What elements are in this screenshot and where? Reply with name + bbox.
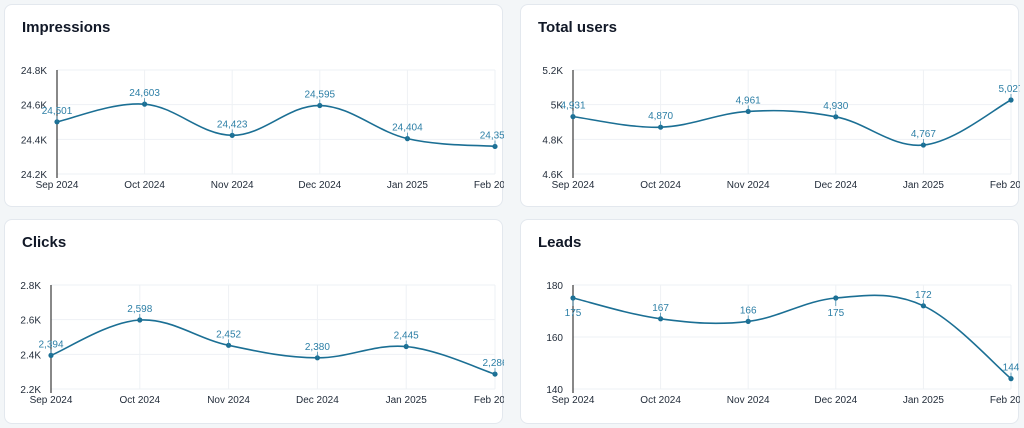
users-data-label: 4,767 (911, 129, 936, 140)
clicks-series-line (50, 319, 496, 375)
impressions-data-label: 24,423 (217, 119, 248, 130)
impressions-xtick-label: Feb 2025 (474, 180, 504, 191)
users-ytick-label: 5.2K (542, 66, 563, 77)
leads-ytick-label: 140 (546, 385, 563, 396)
leads-data-label: 175 (565, 308, 582, 319)
impressions-title: Impressions (22, 19, 111, 36)
impressions-ytick-label: 24.2K (21, 170, 47, 181)
impressions-ytick-label: 24.8K (21, 66, 47, 77)
impressions-xtick-label: Sep 2024 (36, 180, 79, 191)
impressions-data-label: 24,404 (392, 123, 423, 134)
users-data-label: 4,930 (823, 101, 848, 112)
leads-xtick-label: Oct 2024 (640, 395, 681, 406)
leads-xtick-label: Nov 2024 (727, 395, 770, 406)
total-users-title: Total users (538, 19, 617, 36)
impressions-ytick-label: 24.4K (21, 135, 47, 146)
clicks-xtick-label: Sep 2024 (30, 395, 73, 406)
impressions-series-line (56, 103, 496, 148)
users-xtick-label: Feb 2025 (990, 180, 1020, 191)
clicks-xtick-label: Dec 2024 (296, 395, 339, 406)
clicks-card: Clicks 2.8K 2.6K 2.4K 2.2K Sep 2024 Oct 2024 N… (4, 219, 504, 425)
users-data-label: 5,027 (998, 84, 1020, 95)
clicks-data-point[interactable] (226, 342, 232, 348)
impressions-data-label: 24,603 (129, 88, 160, 99)
clicks-data-label: 2,445 (394, 331, 419, 342)
leads-xtick-label: Feb 2025 (990, 395, 1020, 406)
users-data-label: 4,870 (648, 111, 673, 122)
users-data-label: 4,931 (560, 101, 585, 112)
users-xtick-label: Nov 2024 (727, 180, 770, 191)
impressions-data-label: 24,595 (305, 90, 336, 101)
impressions-xtick-label: Nov 2024 (211, 180, 254, 191)
clicks-data-label: 2,452 (216, 329, 241, 340)
users-ytick-label: 4.6K (542, 170, 563, 181)
clicks-title: Clicks (22, 234, 67, 251)
leads-data-label: 166 (740, 305, 757, 316)
leads-ytick-label: 160 (546, 333, 563, 344)
leads-ytick-label: 180 (546, 281, 563, 292)
leads-xtick-label: Dec 2024 (814, 395, 857, 406)
leads-series-line (572, 294, 1012, 380)
leads-xtick-label: Sep 2024 (552, 395, 595, 406)
leads-data-label: 172 (915, 290, 932, 301)
leads-card: Leads 180 160 140 Sep 2024 Oct 2024 Nov 2024 D… (520, 219, 1020, 425)
users-data-label: 4,961 (736, 95, 761, 106)
impressions-xtick-label: Jan 2025 (387, 180, 429, 191)
leads-data-label: 167 (652, 303, 669, 314)
clicks-ytick-label: 2.6K (20, 316, 41, 327)
leads-data-label: 144 (1003, 363, 1020, 374)
clicks-xtick-label: Nov 2024 (207, 395, 250, 406)
clicks-ytick-label: 2.2K (20, 385, 41, 396)
users-ytick-label: 5K (551, 101, 564, 112)
clicks-data-label: 2,380 (305, 342, 330, 353)
users-xtick-label: Sep 2024 (552, 180, 595, 191)
impressions-xtick-label: Dec 2024 (298, 180, 341, 191)
total-users-card: Total users 5.2K 5K 4.8K 4.6K Sep 2024 Oct 20… (520, 4, 1020, 208)
clicks-data-label: 2,394 (38, 339, 63, 350)
clicks-data-label: 2,286 (482, 358, 504, 369)
users-xtick-label: Jan 2025 (903, 180, 945, 191)
users-series-line (572, 99, 1012, 146)
impressions-data-label: 24,501 (42, 106, 73, 117)
users-xtick-label: Oct 2024 (640, 180, 681, 191)
leads-xtick-label: Jan 2025 (903, 395, 945, 406)
clicks-xtick-label: Feb 2025 (474, 395, 504, 406)
impressions-data-label: 24,359 (480, 130, 504, 141)
clicks-ytick-label: 2.8K (20, 281, 41, 292)
impressions-card: Impressions 24.8K 24.6K 24.4K 24.2K Sep 2024… (4, 4, 504, 208)
clicks-xtick-label: Jan 2025 (386, 395, 428, 406)
clicks-data-label: 2,598 (127, 304, 152, 315)
leads-title: Leads (538, 234, 582, 251)
clicks-data-point[interactable] (403, 343, 409, 350)
clicks-xtick-label: Oct 2024 (120, 395, 161, 406)
leads-data-label: 175 (827, 308, 844, 319)
users-xtick-label: Dec 2024 (814, 180, 857, 191)
impressions-data-point[interactable] (229, 132, 235, 138)
clicks-ytick-label: 2.4K (20, 350, 41, 361)
users-ytick-label: 4.8K (542, 135, 563, 146)
impressions-xtick-label: Oct 2024 (124, 180, 165, 191)
impressions-ytick-label: 24.6K (21, 101, 47, 112)
